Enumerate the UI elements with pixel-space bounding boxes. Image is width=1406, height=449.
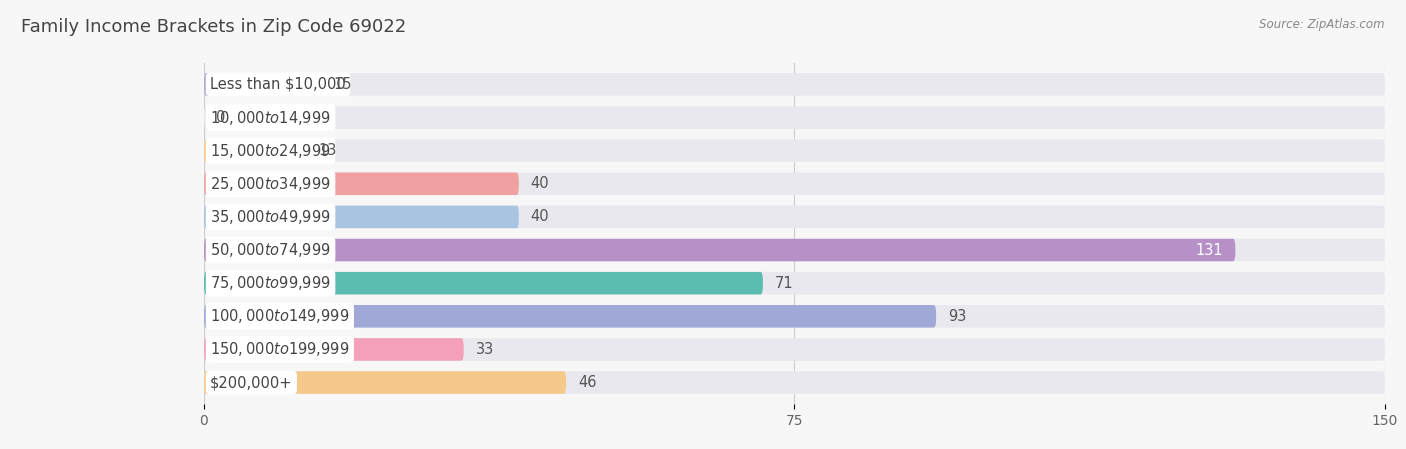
FancyBboxPatch shape: [204, 106, 1385, 129]
Text: $100,000 to $149,999: $100,000 to $149,999: [209, 307, 350, 326]
Text: $10,000 to $14,999: $10,000 to $14,999: [209, 109, 330, 127]
Text: 93: 93: [948, 309, 966, 324]
Text: 131: 131: [1197, 242, 1223, 258]
FancyBboxPatch shape: [204, 172, 1385, 195]
Text: 40: 40: [530, 176, 550, 191]
FancyBboxPatch shape: [204, 206, 1385, 228]
Text: $15,000 to $24,999: $15,000 to $24,999: [209, 141, 330, 160]
FancyBboxPatch shape: [204, 206, 519, 228]
FancyBboxPatch shape: [204, 73, 1385, 96]
Text: $150,000 to $199,999: $150,000 to $199,999: [209, 340, 350, 358]
Text: 15: 15: [333, 77, 353, 92]
Text: $35,000 to $49,999: $35,000 to $49,999: [209, 208, 330, 226]
FancyBboxPatch shape: [204, 172, 519, 195]
Text: $75,000 to $99,999: $75,000 to $99,999: [209, 274, 330, 292]
FancyBboxPatch shape: [204, 139, 307, 162]
Text: 0: 0: [215, 110, 225, 125]
Text: $25,000 to $34,999: $25,000 to $34,999: [209, 175, 330, 193]
FancyBboxPatch shape: [204, 239, 1236, 261]
FancyBboxPatch shape: [204, 338, 1385, 361]
Text: Source: ZipAtlas.com: Source: ZipAtlas.com: [1260, 18, 1385, 31]
FancyBboxPatch shape: [204, 305, 1385, 328]
Text: $50,000 to $74,999: $50,000 to $74,999: [209, 241, 330, 259]
Text: $200,000+: $200,000+: [209, 375, 292, 390]
Text: 71: 71: [775, 276, 793, 291]
FancyBboxPatch shape: [204, 272, 1385, 295]
FancyBboxPatch shape: [204, 371, 1385, 394]
Text: Family Income Brackets in Zip Code 69022: Family Income Brackets in Zip Code 69022: [21, 18, 406, 36]
FancyBboxPatch shape: [204, 272, 763, 295]
FancyBboxPatch shape: [204, 139, 1385, 162]
FancyBboxPatch shape: [204, 239, 1385, 261]
Text: Less than $10,000: Less than $10,000: [209, 77, 346, 92]
Text: 13: 13: [318, 143, 336, 158]
Text: 33: 33: [475, 342, 494, 357]
Text: 40: 40: [530, 209, 550, 224]
FancyBboxPatch shape: [204, 73, 322, 96]
FancyBboxPatch shape: [204, 305, 936, 328]
Text: 46: 46: [578, 375, 596, 390]
FancyBboxPatch shape: [204, 338, 464, 361]
FancyBboxPatch shape: [204, 371, 567, 394]
